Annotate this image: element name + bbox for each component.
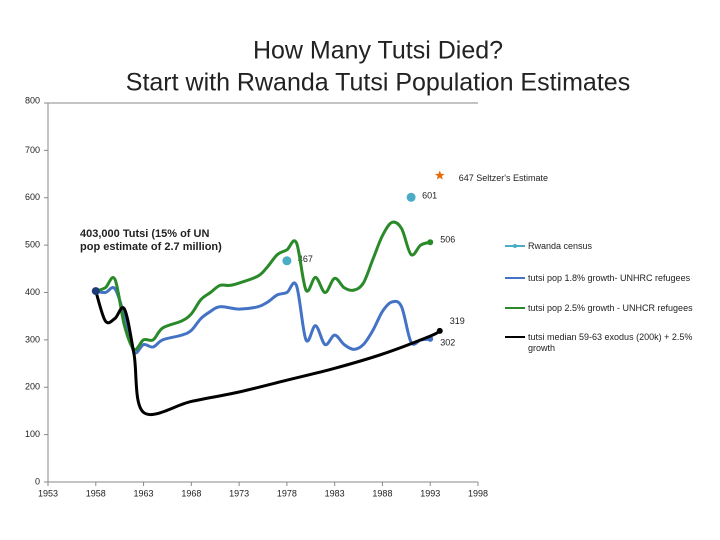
end-value-label: 506 (440, 235, 455, 245)
x-tick-label: 1958 (86, 488, 106, 498)
end-marker (436, 327, 443, 334)
x-tick-label: 1953 (38, 488, 58, 498)
y-tick-label: 500 (25, 240, 40, 250)
y-tick-label: 700 (25, 145, 40, 155)
annotation-text: 403,000 Tutsi (15% of UN pop estimate of… (80, 228, 222, 253)
chart-title: How Many Tutsi Died? (253, 37, 503, 65)
x-tick-label: 1963 (134, 488, 154, 498)
y-tick-label: 600 (25, 192, 40, 202)
census-point (282, 256, 292, 266)
x-tick-label: 1998 (468, 488, 488, 498)
y-tick-label: 200 (25, 382, 40, 392)
census-value-label: 467 (298, 254, 313, 264)
x-tick-label: 1973 (229, 488, 249, 498)
chart-subtitle: Start with Rwanda Tutsi Population Estim… (126, 69, 630, 97)
census-point (406, 192, 416, 202)
y-tick-label: 0 (35, 476, 40, 486)
x-tick-label: 1988 (372, 488, 392, 498)
census-value-label: 601 (422, 191, 437, 201)
x-tick-label: 1978 (277, 488, 297, 498)
legend-label: tutsi median 59-63 exodus (200k) + 2.5% … (528, 332, 693, 353)
seltzer-label: 647 Seltzer's Estimate (459, 173, 548, 183)
y-tick-label: 800 (25, 95, 40, 105)
y-tick-label: 100 (25, 429, 40, 439)
series-line (95, 220, 431, 352)
legend-marker (513, 244, 517, 248)
x-tick-label: 1993 (420, 488, 440, 498)
end-marker (427, 239, 434, 246)
x-tick-label: 1983 (325, 488, 345, 498)
x-tick-label: 1968 (181, 488, 201, 498)
series-line (95, 281, 431, 355)
series-line (94, 290, 441, 416)
legend-label: Rwanda census (528, 241, 593, 251)
end-value-label: 302 (440, 337, 455, 347)
y-tick-label: 400 (25, 287, 40, 297)
legend-label: tutsi pop 2.5% growth - UNHCR refugees (528, 303, 693, 313)
seltzer-marker (435, 170, 445, 180)
y-tick-label: 300 (25, 334, 40, 344)
start-marker (91, 287, 100, 296)
legend-label: tutsi pop 1.8% growth- UNHRC refugees (528, 273, 691, 283)
end-value-label: 319 (450, 316, 465, 326)
